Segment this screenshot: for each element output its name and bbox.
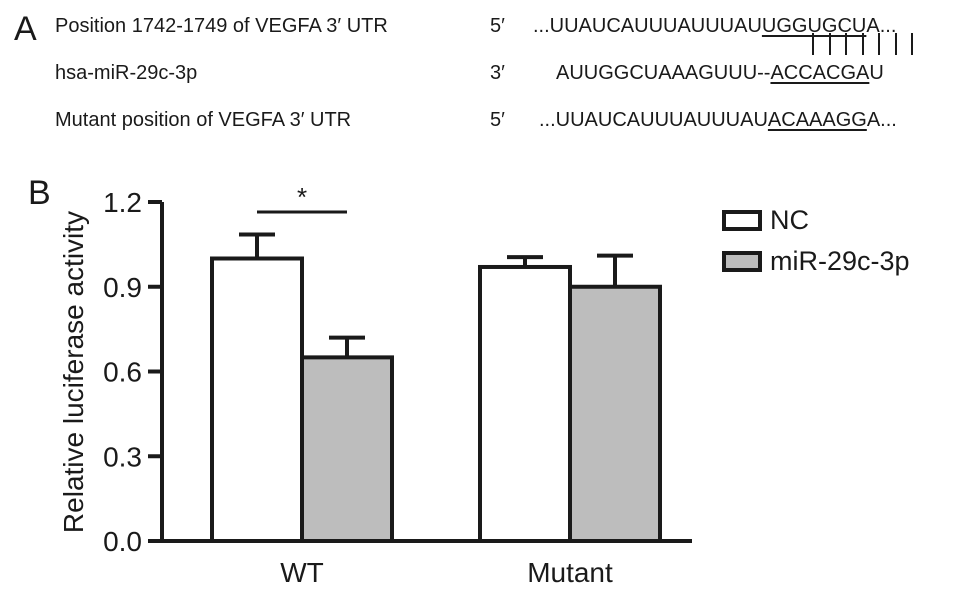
y-tick-label: 0.0 <box>103 526 142 557</box>
y-tick-label: 0.9 <box>103 272 142 303</box>
y-tick-label: 0.3 <box>103 441 142 472</box>
bar-wt-1 <box>300 355 394 543</box>
y-tick-label: 1.2 <box>103 187 142 218</box>
sequence-label-wt: Position 1742-1749 of VEGFA 3′ UTR <box>55 15 388 37</box>
significance-marker: * <box>297 182 307 212</box>
sequence-wt-site: UGGUGCU <box>761 15 867 37</box>
sequence-mutant-after: A... <box>866 109 897 131</box>
bar-mutant-0 <box>478 264 572 543</box>
y-axis-label: Relative luciferase activity <box>58 211 89 533</box>
sequence-mutant: ...UUAUCAUUUAUUUAUACAAAGGA... <box>539 110 897 130</box>
legend-item-nc: NC <box>722 205 809 235</box>
pair-line <box>861 33 864 55</box>
panel-label-a: A <box>14 10 37 48</box>
pair-line <box>894 33 897 55</box>
legend-label-mir: miR-29c-3p <box>770 245 910 276</box>
sequence-wt-before: ...UUAUCAUUUAUUUAU <box>533 15 762 37</box>
sequence-wt-after: A... <box>866 15 897 37</box>
sequence-mirna-site: ACCACGA <box>770 62 870 84</box>
bar-mutant-1 <box>568 284 662 543</box>
legend-item-mir: miR-29c-3p <box>722 246 910 276</box>
y-tick-label: 0.6 <box>103 357 142 388</box>
x-tick-label: Mutant <box>527 557 613 588</box>
pair-line <box>845 33 847 55</box>
bar-wt-0 <box>210 256 304 543</box>
sequence-mutant-site: ACAAAGG <box>767 109 867 131</box>
sequence-wt: ...UUAUCAUUUAUUUAUUGGUGCUA... <box>533 16 896 36</box>
base-pairing-lines <box>812 33 922 55</box>
x-tick-label: WT <box>280 557 324 588</box>
sequence-mirna: AUUGGCUAAAGUUU--ACCACGAU <box>556 63 884 83</box>
sequence-end-wt: 5′ <box>490 15 505 37</box>
sequence-label-mirna: hsa-miR-29c-3p <box>55 62 198 84</box>
legend-swatch-nc <box>722 209 762 231</box>
sequence-end-mirna: 3′ <box>490 62 505 84</box>
sequence-label-mutant: Mutant position of VEGFA 3′ UTR <box>55 109 352 131</box>
pair-line <box>911 33 913 55</box>
legend-label-nc: NC <box>770 204 809 235</box>
pair-line <box>812 33 814 55</box>
sequence-end-mutant: 5′ <box>490 109 505 131</box>
sequence-mutant-before: ...UUAUCAUUUAUUUAU <box>539 109 768 131</box>
sequence-mirna-after: U <box>869 62 884 84</box>
sequence-mirna-before: AUUGGCUAAAGUUU-- <box>556 62 771 84</box>
pair-line <box>878 33 880 55</box>
pair-line <box>828 33 831 55</box>
panel-label-b: B <box>28 174 51 212</box>
legend-swatch-mir <box>722 250 762 272</box>
